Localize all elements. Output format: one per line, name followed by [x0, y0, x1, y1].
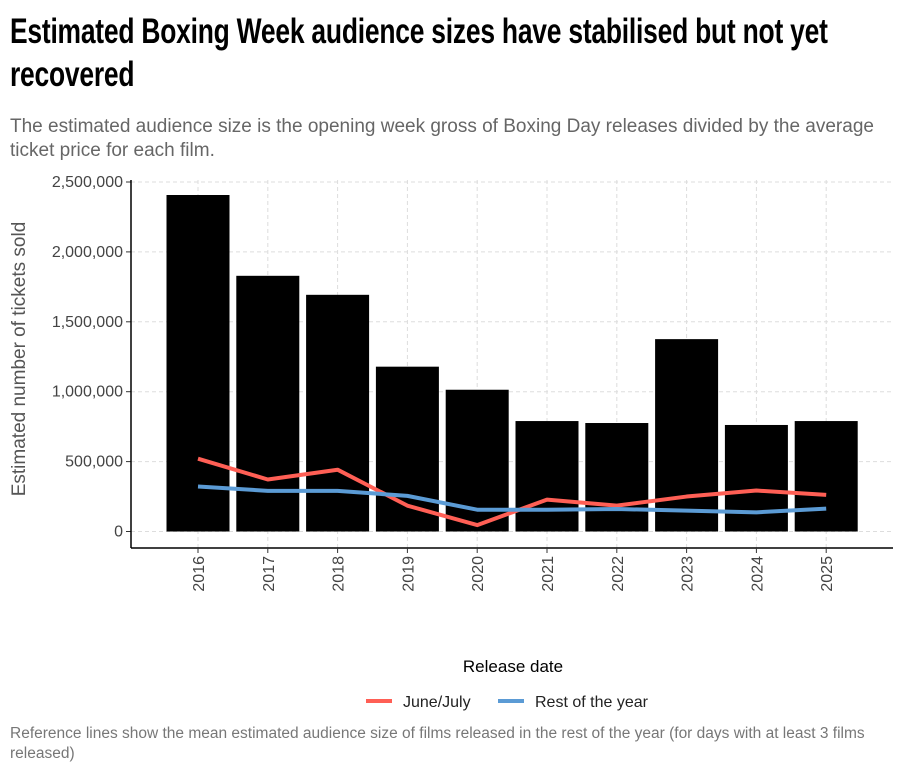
- legend-label-0: June/July: [403, 694, 471, 711]
- y-tick-label: 500,000: [65, 454, 123, 471]
- x-tick-label: 2021: [540, 556, 557, 592]
- y-tick-label: 2,000,000: [52, 244, 123, 261]
- x-tick-label: 2023: [680, 556, 697, 592]
- bar-2024: [724, 424, 788, 532]
- x-tick-label: 2022: [610, 556, 627, 592]
- legend-title: Release date: [463, 657, 563, 676]
- x-tick-label: 2020: [470, 556, 487, 592]
- bar-2018: [306, 294, 370, 532]
- x-tick-label: 2017: [261, 556, 278, 592]
- y-tick-label: 1,000,000: [52, 384, 123, 401]
- chart-subtitle: The estimated audience size is the openi…: [10, 116, 874, 161]
- bar-2023: [655, 339, 719, 532]
- x-tick-label: 2025: [819, 556, 836, 592]
- legend-label-1: Rest of the year: [535, 694, 649, 711]
- line-series-0: [197, 456, 827, 528]
- chart-title: Estimated Boxing Week audience sizes hav…: [10, 12, 828, 94]
- y-axis-label: Estimated number of tickets sold: [9, 222, 30, 497]
- x-tick-label: 2019: [400, 556, 417, 592]
- chart-caption: Reference lines show the mean estimated …: [10, 725, 865, 762]
- y-tick-label: 2,500,000: [52, 174, 123, 191]
- bar-2017: [236, 275, 300, 532]
- x-tick-label: 2016: [191, 556, 208, 592]
- bar-2025: [794, 421, 858, 532]
- line-series-1: [197, 484, 827, 515]
- x-tick-label: 2018: [331, 556, 348, 592]
- y-tick-label: 1,500,000: [52, 314, 123, 331]
- bar-2021: [515, 421, 579, 532]
- bar-2022: [585, 423, 649, 532]
- x-tick-label: 2024: [749, 556, 766, 592]
- bar-2016: [166, 195, 230, 532]
- y-tick-label: 0: [114, 524, 123, 541]
